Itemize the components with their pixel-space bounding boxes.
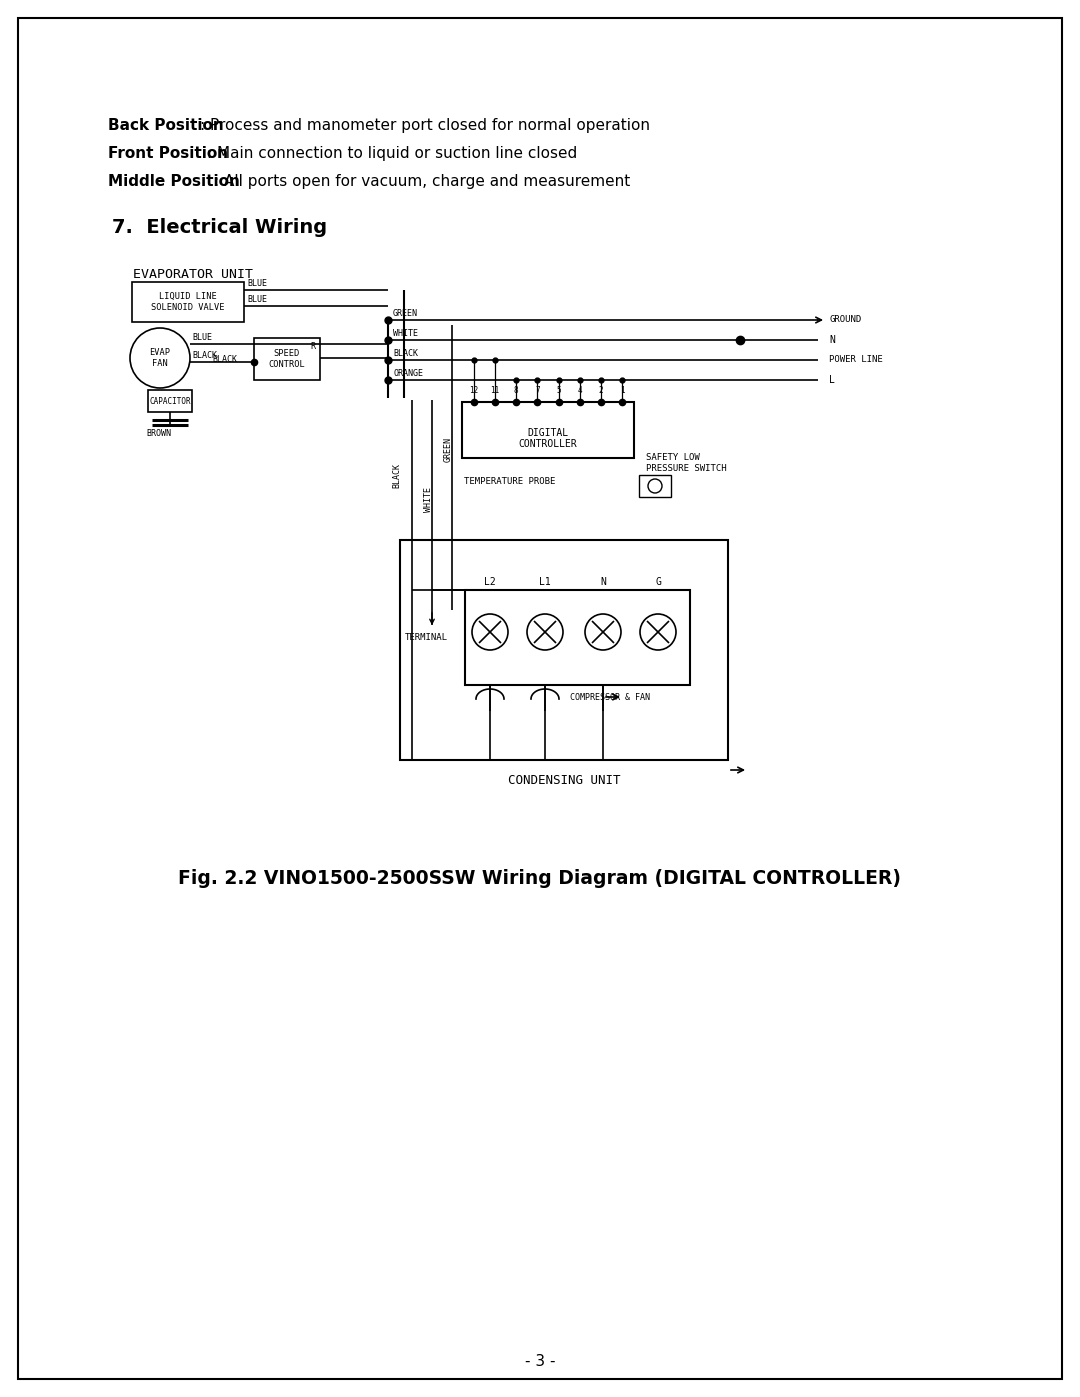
Text: DIGITAL
CONTROLLER: DIGITAL CONTROLLER [518,427,578,450]
Text: Back Position: Back Position [108,117,224,133]
Text: EVAP
FAN: EVAP FAN [149,348,171,367]
Text: GREEN: GREEN [393,309,418,319]
Bar [639,475,671,497]
Text: 5: 5 [556,386,561,395]
Text: 2: 2 [598,386,603,395]
Text: 7: 7 [535,386,540,395]
Text: TEMPERATURE PROBE: TEMPERATURE PROBE [464,478,555,486]
Text: GREEN: GREEN [444,437,453,462]
Circle shape [527,615,563,650]
Text: BLUE: BLUE [247,295,267,305]
Text: 11: 11 [490,386,500,395]
Text: L1: L1 [539,577,551,587]
Text: BLACK: BLACK [393,349,418,358]
Bar [148,390,192,412]
Text: 7.  Electrical Wiring: 7. Electrical Wiring [112,218,327,237]
Text: R: R [310,342,315,351]
Text: N: N [829,335,835,345]
Circle shape [640,615,676,650]
Text: : All ports open for vacuum, charge and measurement: : All ports open for vacuum, charge and … [214,175,630,189]
Text: L2: L2 [484,577,496,587]
Text: SAFETY LOW
PRESSURE SWITCH: SAFETY LOW PRESSURE SWITCH [646,453,727,472]
Text: 4: 4 [578,386,582,395]
Bar [132,282,244,321]
Text: G: G [656,577,661,587]
Text: BLACK: BLACK [392,462,401,488]
Bar [462,402,634,458]
Text: GROUND: GROUND [829,316,861,324]
Text: BLACK: BLACK [212,355,237,363]
Text: LIQUID LINE
SOLENOID VALVE: LIQUID LINE SOLENOID VALVE [151,292,225,312]
Text: ORANGE: ORANGE [393,369,423,379]
Circle shape [130,328,190,388]
Text: 12: 12 [470,386,478,395]
Text: 1: 1 [620,386,624,395]
Text: BLACK: BLACK [192,351,217,360]
Text: POWER LINE: POWER LINE [829,355,882,365]
Bar [254,338,320,380]
Text: BLUE: BLUE [192,332,212,342]
Text: - 3 -: - 3 - [525,1355,555,1369]
Text: TERMINAL: TERMINAL [405,633,448,643]
Text: COMPRESSOR & FAN: COMPRESSOR & FAN [570,693,650,701]
Text: WHITE: WHITE [393,330,418,338]
Text: Middle Position: Middle Position [108,175,240,189]
Text: N: N [600,577,606,587]
Text: CONDENSING UNIT: CONDENSING UNIT [508,774,620,787]
Bar [400,541,728,760]
Text: Front Position: Front Position [108,147,228,161]
Bar [465,590,690,685]
Text: : Process and manometer port closed for normal operation: : Process and manometer port closed for … [200,117,650,133]
Text: L: L [829,374,835,386]
Text: 8: 8 [514,386,518,395]
Text: BLUE: BLUE [247,279,267,288]
Circle shape [472,615,508,650]
Text: Fig. 2.2 VINO1500-2500SSW Wiring Diagram (DIGITAL CONTROLLER): Fig. 2.2 VINO1500-2500SSW Wiring Diagram… [178,869,902,887]
Text: EVAPORATOR UNIT: EVAPORATOR UNIT [133,268,253,281]
Text: : Main connection to liquid or suction line closed: : Main connection to liquid or suction l… [206,147,577,161]
Circle shape [585,615,621,650]
Text: SPEED
CONTROL: SPEED CONTROL [269,349,306,369]
Text: WHITE: WHITE [424,488,433,513]
Text: BROWN: BROWN [146,429,171,439]
Circle shape [648,479,662,493]
Text: CAPACITOR: CAPACITOR [149,397,191,405]
